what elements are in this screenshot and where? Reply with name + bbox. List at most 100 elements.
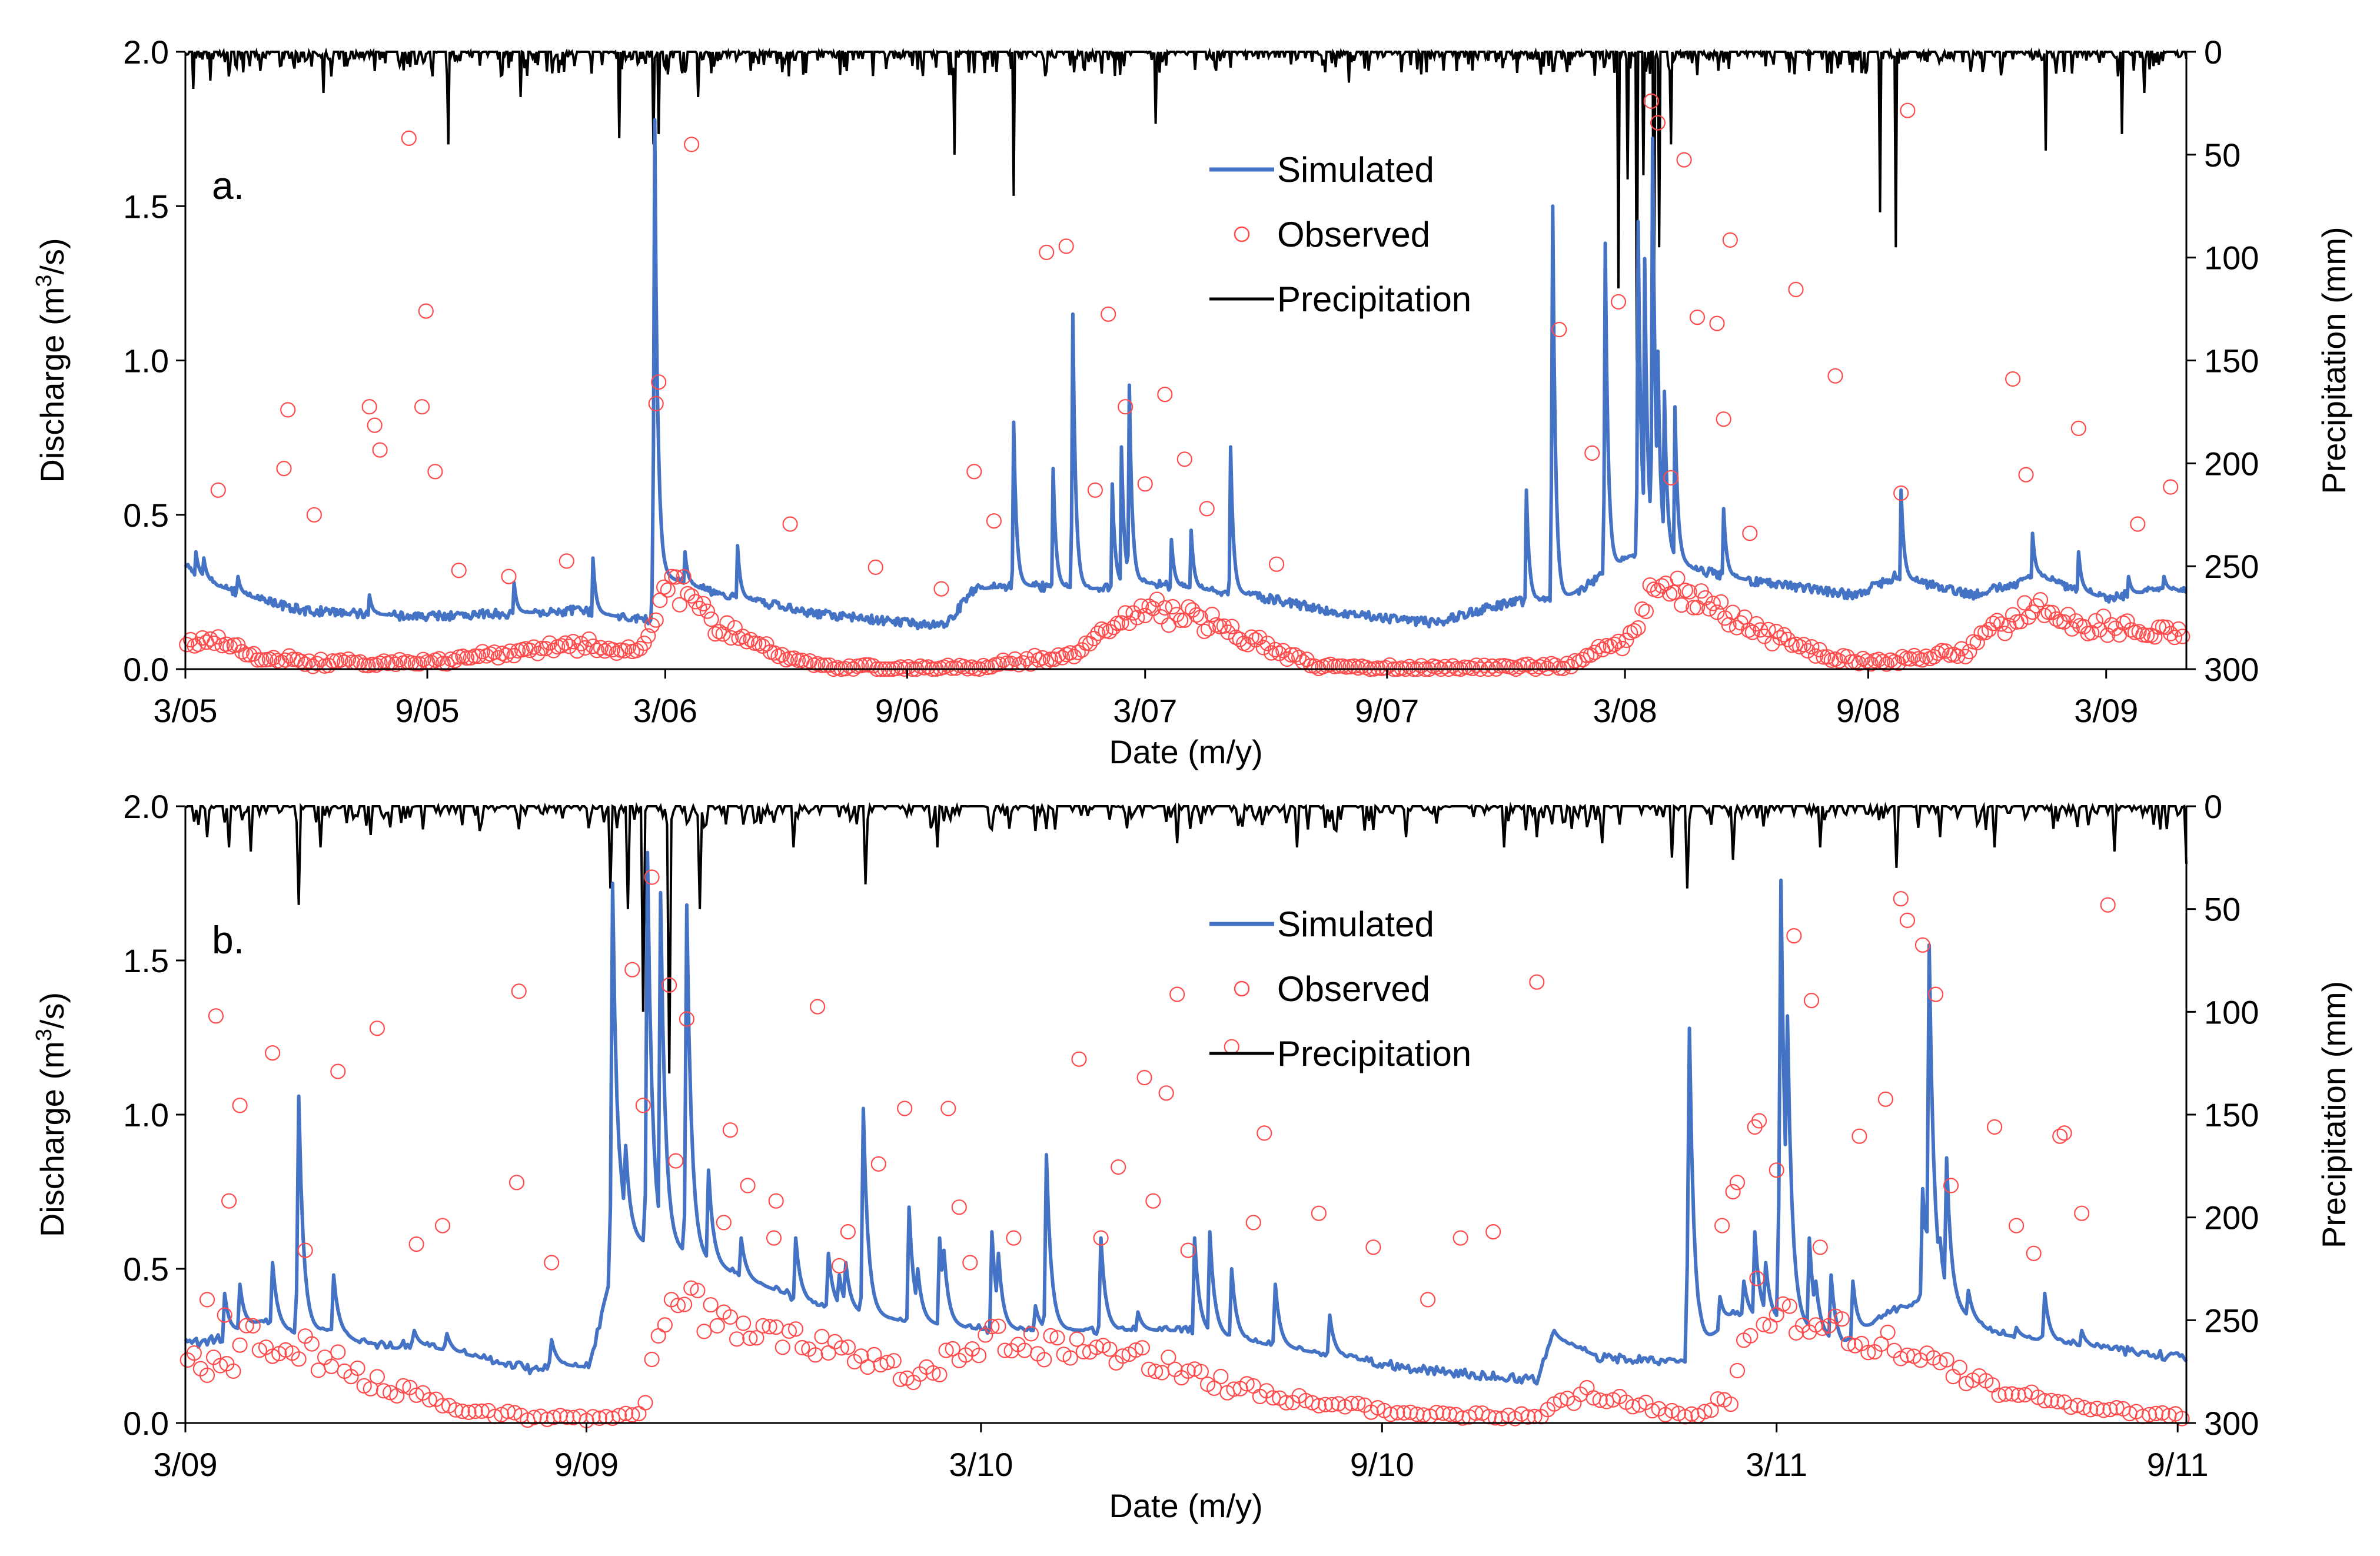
observed-point [208, 1008, 224, 1024]
observed-point [569, 643, 585, 659]
observed-point [530, 646, 546, 661]
observed-point [676, 1296, 693, 1312]
observed-point [1390, 1405, 1405, 1421]
observed-point [369, 1020, 385, 1036]
observed-point [651, 374, 667, 390]
observed-point [742, 1330, 758, 1346]
observed-point [624, 1407, 640, 1423]
observed-point [304, 1336, 320, 1352]
observed-point [1893, 891, 1909, 907]
observed-point [561, 639, 577, 654]
observed-point [986, 513, 1002, 529]
observed-point [920, 659, 936, 675]
observed-point [202, 631, 218, 647]
observed-point [790, 652, 806, 669]
observed-point [309, 656, 325, 671]
observed-point [1977, 624, 1993, 641]
observed-point [794, 1339, 810, 1356]
observed-point [1492, 658, 1508, 674]
y-tick-label: 0.5 [123, 497, 169, 534]
y-right-axis-label: Precipitation (mm) [2315, 227, 2352, 494]
observed-point [439, 656, 455, 672]
observed-point [1279, 651, 1295, 667]
observed-point [1962, 644, 1977, 660]
legend-label: Observed [1277, 969, 1430, 1009]
observed-point [277, 652, 293, 668]
observed-point [1186, 1361, 1202, 1377]
legend-swatch [1234, 980, 1250, 997]
observed-point [1945, 1369, 1961, 1385]
observed-point [2100, 897, 2116, 913]
observed-point [1134, 1340, 1151, 1356]
observed-point [1559, 656, 1575, 671]
observed-point [1383, 1407, 1399, 1422]
x-tick-label: 3/10 [949, 1446, 1013, 1483]
y-right-tick-label: 150 [2204, 1096, 2259, 1133]
observed-point [1157, 387, 1173, 403]
observed-point [486, 644, 503, 660]
observed-point [668, 569, 684, 585]
observed-point [454, 1404, 470, 1419]
observed-point [945, 1341, 960, 1356]
observed-point [225, 1363, 241, 1379]
observed-point [1547, 657, 1563, 673]
observed-point [1634, 601, 1650, 617]
y-right-axis-label: Precipitation (mm) [2315, 981, 2352, 1248]
x-tick-label: 3/11 [1746, 1446, 1807, 1483]
observed-point [754, 638, 770, 654]
observed-point [1401, 659, 1417, 674]
x-tick-label: 3/05 [154, 692, 218, 729]
observed-point [609, 645, 624, 661]
observed-point [722, 1309, 739, 1325]
observed-point [1051, 647, 1066, 663]
observed-point [1714, 1218, 1730, 1234]
observed-point [1914, 937, 1930, 953]
observed-point [1985, 616, 2001, 631]
observed-point [984, 1319, 1000, 1335]
observed-point [276, 460, 292, 477]
simulated-series-line [184, 850, 2188, 1386]
observed-point [925, 1365, 941, 1381]
observed-point [418, 303, 434, 319]
observed-point [1062, 645, 1078, 661]
observed-point [1192, 610, 1208, 626]
observed-point [683, 1280, 699, 1296]
observed-point [408, 1236, 424, 1252]
observed-point [1531, 659, 1547, 675]
observed-point [951, 1199, 967, 1215]
observed-point [1180, 1363, 1196, 1379]
observed-point [1689, 309, 1706, 325]
observed-point [648, 612, 664, 628]
observed-point [369, 1369, 385, 1385]
observed-point [1378, 660, 1394, 676]
observed-point [325, 653, 341, 669]
observed-point [1952, 1359, 1967, 1375]
observed-point [1900, 102, 1916, 118]
observed-point [1382, 657, 1398, 673]
y-tick-label: 0.5 [123, 1251, 169, 1288]
observed-point [809, 999, 826, 1015]
observed-point [1670, 570, 1686, 586]
observed-point [1676, 152, 1692, 168]
observed-point [1743, 1328, 1759, 1344]
observed-point [656, 579, 672, 595]
observed-point [507, 1405, 523, 1421]
observed-point [2089, 1401, 2105, 1417]
observed-point [1930, 645, 1946, 661]
observed-point [407, 656, 424, 672]
observed-point [1113, 615, 1129, 631]
observed-point [1751, 1113, 1767, 1129]
observed-point [2175, 629, 2190, 644]
y-right-tick-label: 250 [2204, 548, 2259, 585]
observed-point [526, 1409, 542, 1425]
observed-point [1158, 1085, 1174, 1101]
observed-point [1762, 1318, 1778, 1334]
y-tick-label: 0.0 [123, 1405, 169, 1442]
observed-point [1291, 649, 1307, 666]
simulated-series-line [184, 118, 2187, 630]
observed-point [217, 1307, 232, 1323]
observed-point [1701, 601, 1717, 617]
observed-point [1176, 451, 1192, 467]
legend-label: Precipitation [1277, 1034, 1471, 1073]
observed-point [210, 482, 226, 498]
